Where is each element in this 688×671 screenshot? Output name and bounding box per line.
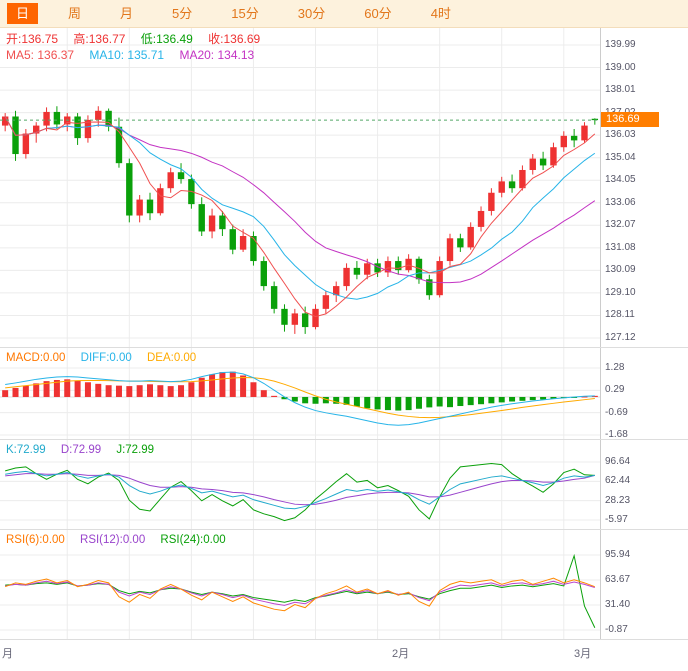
macd-panel: MACD:0.00 DIFF:0.00 DEA:0.00 1.28 0.29 -0.… bbox=[0, 348, 688, 440]
ohlc-readout: 开:136.75 高:136.77 低:136.49 收:136.69 bbox=[6, 32, 272, 46]
y-axis-label: 134.05 bbox=[605, 174, 636, 186]
y-axis-label: -0.87 bbox=[605, 624, 628, 635]
y-axis-label: 31.40 bbox=[605, 599, 631, 610]
ma-readout: MA5: 136.37 MA10: 135.71 MA20: 134.13 bbox=[6, 48, 266, 62]
y-axis-label: -0.69 bbox=[605, 406, 628, 418]
macd-value: MACD:0.00 bbox=[6, 352, 66, 364]
y-axis-label: 0.29 bbox=[605, 384, 625, 396]
y-axis-label: 28.23 bbox=[605, 494, 631, 506]
tab-15min[interactable]: 15分 bbox=[231, 6, 259, 21]
macd-readout: MACD:0.00 DIFF:0.00 DEA:0.00 bbox=[6, 351, 208, 365]
tab-day[interactable]: 日 bbox=[7, 3, 39, 24]
rsi-panel: RSI(6):0.00 RSI(12):0.00 RSI(24):0.00 95… bbox=[0, 530, 688, 640]
y-axis-label: 131.08 bbox=[605, 241, 636, 253]
close-readout: 收:136.69 bbox=[208, 32, 261, 46]
tab-30min[interactable]: 30分 bbox=[297, 6, 326, 21]
d-value: D:72.99 bbox=[60, 444, 102, 456]
diff-value: DIFF:0.00 bbox=[80, 352, 132, 364]
tab-week[interactable]: 周 bbox=[68, 6, 82, 21]
y-axis-label: 96.64 bbox=[605, 456, 631, 467]
rsi6-value: RSI(6):0.00 bbox=[6, 534, 65, 546]
y-axis-label: -5.97 bbox=[605, 514, 628, 525]
y-axis-label: 139.00 bbox=[605, 61, 636, 73]
tab-4hour[interactable]: 4时 bbox=[430, 6, 451, 21]
low-readout: 低:136.49 bbox=[140, 32, 193, 46]
k-value: K:72.99 bbox=[6, 444, 46, 456]
kdj-plot[interactable] bbox=[0, 440, 600, 530]
rsi12-value: RSI(12):0.00 bbox=[80, 534, 146, 546]
y-axis-label: 135.04 bbox=[605, 151, 636, 163]
main-y-axis: 136.69 139.99 139.00 138.01 137.02 136.03 135… bbox=[600, 28, 688, 347]
j-value: J:72.99 bbox=[116, 444, 155, 456]
kdj-y-axis: 96.64 62.44 28.23 -5.97 bbox=[600, 440, 688, 529]
kdj-readout: K:72.99 D:72.99 J:72.99 bbox=[6, 443, 166, 457]
x-axis-label: 3月 bbox=[574, 648, 592, 660]
x-axis: 月 2月 3月 bbox=[0, 640, 688, 670]
y-axis-label: 136.03 bbox=[605, 129, 636, 141]
rsi-readout: RSI(6):0.00 RSI(12):0.00 RSI(24):0.00 bbox=[6, 533, 238, 547]
y-axis-label: 128.11 bbox=[605, 309, 635, 321]
ma10-readout: MA10: 135.71 bbox=[89, 48, 165, 62]
main-chart-panel: 开:136.75 高:136.77 低:136.49 收:136.69 MA5:… bbox=[0, 28, 688, 348]
ma5-readout: MA5: 136.37 bbox=[6, 48, 75, 62]
candlestick-plot[interactable] bbox=[0, 28, 600, 348]
y-axis-label: 1.28 bbox=[605, 362, 625, 373]
macd-y-axis: 1.28 0.29 -0.69 -1.68 bbox=[600, 348, 688, 439]
period-tabbar: 日 周 月 5分 15分 30分 60分 4时 bbox=[0, 0, 688, 28]
high-readout: 高:136.77 bbox=[73, 32, 126, 46]
ma20-readout: MA20: 134.13 bbox=[179, 48, 255, 62]
open-readout: 开:136.75 bbox=[6, 32, 59, 46]
y-axis-label: -1.68 bbox=[605, 429, 628, 440]
y-axis-label: 129.10 bbox=[605, 286, 636, 298]
tab-5min[interactable]: 5分 bbox=[172, 6, 193, 21]
rsi24-value: RSI(24):0.00 bbox=[160, 534, 226, 546]
y-axis-label: 139.99 bbox=[605, 39, 636, 50]
y-axis-label: 127.12 bbox=[605, 332, 636, 343]
y-axis-label: 137.02 bbox=[605, 107, 636, 119]
tab-month[interactable]: 月 bbox=[120, 6, 134, 21]
rsi-y-axis: 95.94 63.67 31.40 -0.87 bbox=[600, 530, 688, 639]
y-axis-label: 63.67 bbox=[605, 574, 631, 585]
kdj-panel: K:72.99 D:72.99 J:72.99 96.64 62.44 28.23 -… bbox=[0, 440, 688, 530]
x-axis-label: 2月 bbox=[392, 648, 410, 660]
y-axis-label: 62.44 bbox=[605, 475, 631, 487]
x-axis-label: 月 bbox=[2, 648, 13, 660]
y-axis-label: 95.94 bbox=[605, 549, 631, 560]
current-price-tag: 136.69 bbox=[601, 112, 659, 128]
y-axis-label: 133.06 bbox=[605, 196, 636, 208]
y-axis-label: 130.09 bbox=[605, 264, 636, 276]
rsi-plot[interactable] bbox=[0, 530, 600, 640]
macd-plot[interactable] bbox=[0, 348, 600, 440]
y-axis-label: 138.01 bbox=[605, 84, 636, 96]
dea-value: DEA:0.00 bbox=[146, 352, 197, 364]
tab-60min[interactable]: 60分 bbox=[364, 6, 392, 21]
y-axis-label: 132.07 bbox=[605, 219, 636, 231]
